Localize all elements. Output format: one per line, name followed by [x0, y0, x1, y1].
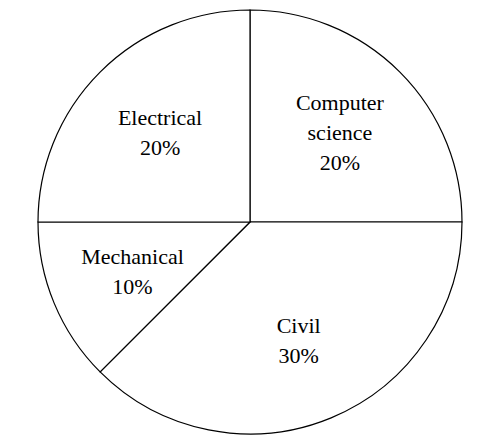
svg-text:Electrical20%: Electrical20%	[118, 105, 202, 160]
svg-text:Computerscience20%: Computerscience20%	[296, 90, 385, 175]
svg-text:Mechanical10%: Mechanical10%	[81, 243, 184, 298]
svg-text:Civil30%: Civil30%	[277, 312, 321, 367]
